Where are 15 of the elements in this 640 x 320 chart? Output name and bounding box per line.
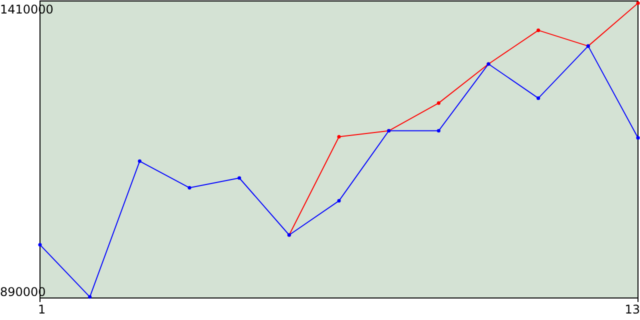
point [536,28,540,32]
x-tick-label: 13 [624,302,640,317]
point [188,186,192,190]
point [636,136,640,140]
point [536,96,540,100]
point [636,1,640,5]
point [337,199,341,203]
point [38,243,42,247]
point [436,101,440,105]
point [238,176,242,180]
x-tick-label: 1 [38,302,46,317]
point [337,134,341,139]
point [436,128,440,133]
point [138,159,142,163]
point [88,295,92,299]
